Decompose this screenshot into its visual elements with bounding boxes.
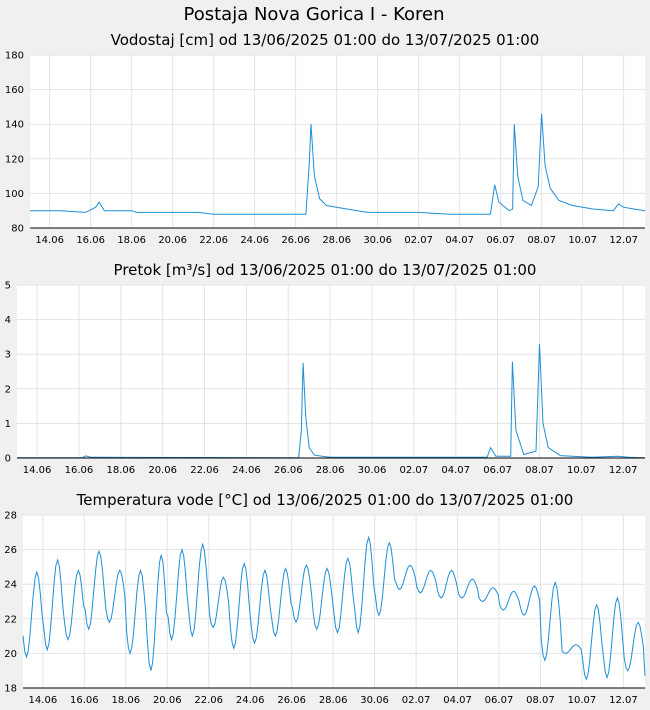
x-tick-label: 10.07 — [568, 235, 597, 246]
x-tick-label: 04.07 — [441, 465, 470, 476]
page-title: Postaja Nova Gorica I - Koren — [184, 4, 445, 25]
y-tick-label: 20 — [4, 649, 17, 660]
plot-area — [23, 515, 645, 688]
x-tick-label: 16.06 — [65, 465, 94, 476]
y-tick-label: 28 — [4, 511, 17, 522]
plot-area — [30, 55, 645, 228]
x-tick-label: 24.06 — [232, 465, 261, 476]
x-tick-label: 06.07 — [483, 465, 512, 476]
x-tick-label: 08.07 — [526, 695, 555, 706]
x-tick-label: 22.06 — [194, 695, 223, 706]
plot-area — [17, 285, 645, 458]
chart-panel-3: Temperatura vode [°C] od 13/06/2025 01:0… — [4, 491, 646, 706]
x-tick-label: 18.06 — [106, 465, 135, 476]
y-tick-label: 120 — [5, 154, 24, 165]
x-tick-label: 12.07 — [609, 235, 638, 246]
x-tick-label: 02.07 — [404, 235, 433, 246]
x-tick-label: 26.06 — [281, 235, 310, 246]
y-tick-label: 180 — [5, 51, 24, 62]
x-tick-label: 28.06 — [316, 465, 345, 476]
chart-panel-1: Vodostaj [cm] od 13/06/2025 01:00 do 13/… — [5, 31, 646, 246]
x-tick-label: 12.07 — [609, 695, 638, 706]
y-tick-label: 22 — [4, 614, 17, 625]
y-tick-label: 26 — [4, 545, 17, 556]
chart-title: Temperatura vode [°C] od 13/06/2025 01:0… — [76, 491, 574, 509]
charts-container: Vodostaj [cm] od 13/06/2025 01:00 do 13/… — [4, 31, 646, 706]
x-tick-label: 20.06 — [158, 235, 187, 246]
series-line — [30, 113, 646, 215]
y-tick-label: 3 — [5, 350, 11, 361]
y-tick-label: 140 — [5, 120, 24, 131]
y-tick-label: 80 — [11, 224, 24, 235]
x-tick-label: 10.07 — [567, 465, 596, 476]
x-tick-label: 02.07 — [402, 695, 431, 706]
x-tick-label: 30.06 — [360, 695, 389, 706]
x-tick-label: 14.06 — [29, 695, 58, 706]
x-tick-label: 14.06 — [23, 465, 52, 476]
chart-title: Vodostaj [cm] od 13/06/2025 01:00 do 13/… — [111, 31, 540, 49]
x-tick-label: 08.07 — [525, 465, 554, 476]
x-tick-label: 12.07 — [609, 465, 638, 476]
x-tick-label: 22.06 — [190, 465, 219, 476]
x-tick-label: 04.07 — [443, 695, 472, 706]
x-tick-label: 22.06 — [199, 235, 228, 246]
series-line — [17, 343, 646, 459]
x-tick-label: 06.07 — [485, 695, 514, 706]
x-tick-label: 16.06 — [70, 695, 99, 706]
x-tick-label: 06.07 — [486, 235, 515, 246]
chart-panel-2: Pretok [m³/s] od 13/06/2025 01:00 do 13/… — [5, 261, 646, 476]
x-tick-label: 02.07 — [400, 465, 429, 476]
chart-title: Pretok [m³/s] od 13/06/2025 01:00 do 13/… — [114, 261, 537, 279]
y-tick-label: 2 — [5, 384, 11, 395]
x-tick-label: 08.07 — [527, 235, 556, 246]
x-tick-label: 30.06 — [358, 465, 387, 476]
x-tick-label: 30.06 — [363, 235, 392, 246]
y-tick-label: 4 — [5, 315, 11, 326]
x-tick-label: 04.07 — [445, 235, 474, 246]
x-tick-label: 18.06 — [111, 695, 140, 706]
y-tick-label: 160 — [5, 85, 24, 96]
x-tick-label: 14.06 — [35, 235, 64, 246]
x-tick-label: 20.06 — [153, 695, 182, 706]
x-tick-label: 10.07 — [568, 695, 597, 706]
x-tick-label: 24.06 — [236, 695, 265, 706]
x-tick-label: 26.06 — [274, 465, 303, 476]
x-tick-label: 18.06 — [117, 235, 146, 246]
y-tick-label: 5 — [5, 281, 11, 292]
y-tick-label: 0 — [5, 454, 11, 465]
y-tick-label: 18 — [4, 684, 17, 695]
y-tick-label: 100 — [5, 189, 24, 200]
x-tick-label: 26.06 — [277, 695, 306, 706]
x-tick-label: 24.06 — [240, 235, 269, 246]
y-tick-label: 1 — [5, 419, 11, 430]
x-tick-label: 16.06 — [76, 235, 105, 246]
y-tick-label: 24 — [4, 580, 17, 591]
x-tick-label: 20.06 — [148, 465, 177, 476]
x-tick-label: 28.06 — [322, 235, 351, 246]
series-line — [22, 535, 646, 681]
x-tick-label: 28.06 — [319, 695, 348, 706]
